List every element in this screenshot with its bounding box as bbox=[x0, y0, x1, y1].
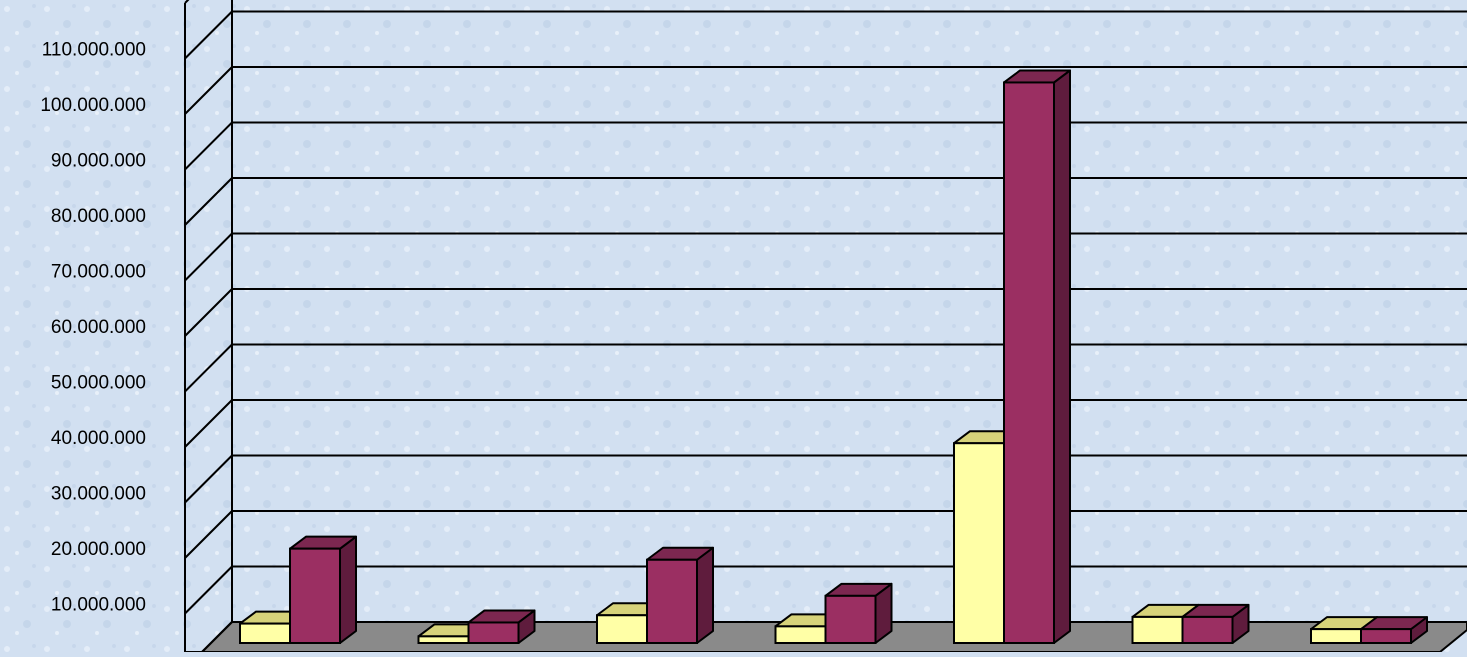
bar-series-2-category-5 bbox=[1003, 69, 1071, 644]
bar-side-face bbox=[1053, 69, 1071, 644]
gridlines bbox=[184, 0, 1467, 657]
bar-series-1-category-7 bbox=[1310, 616, 1378, 644]
y-tick-label: 40.000.000 bbox=[51, 428, 146, 449]
bar-series-2-category-7 bbox=[1360, 616, 1428, 644]
bar-front-face bbox=[774, 625, 827, 644]
side-wall-line bbox=[184, 66, 233, 115]
bar-series-2-category-3 bbox=[646, 546, 714, 644]
side-wall-line bbox=[184, 510, 233, 559]
side-wall-line bbox=[184, 288, 233, 337]
bar-front-face bbox=[646, 558, 698, 644]
bar-front-face bbox=[953, 442, 1005, 645]
side-wall-line bbox=[184, 177, 233, 226]
y-tick-label: 70.000.000 bbox=[51, 262, 146, 283]
side-wall-line bbox=[184, 10, 233, 60]
bar-side-face bbox=[339, 535, 357, 644]
y-tick-label: 60.000.000 bbox=[51, 317, 146, 338]
bar-front-face bbox=[824, 594, 877, 645]
y-tick-label: 110.000.000 bbox=[42, 40, 146, 61]
y-tick-label: 10.000.000 bbox=[51, 595, 146, 616]
bar-front-face bbox=[239, 622, 291, 645]
bar-front-face bbox=[1310, 628, 1362, 644]
bar-series-2-category-6 bbox=[1181, 603, 1250, 644]
bar-series-2-category-4 bbox=[824, 582, 893, 645]
bar-front-face bbox=[417, 635, 470, 645]
bar-front-face bbox=[289, 547, 341, 645]
y-tick-label: 50.000.000 bbox=[51, 373, 146, 394]
y-tick-label: 100.000.000 bbox=[40, 95, 146, 116]
y-tick-label: 90.000.000 bbox=[51, 151, 146, 172]
side-wall-line bbox=[184, 399, 233, 448]
side-wall-line bbox=[184, 565, 233, 615]
floor-edge bbox=[195, 621, 233, 657]
bar-front-face bbox=[596, 614, 648, 644]
y-tick-label: 20.000.000 bbox=[51, 539, 146, 560]
side-wall-line bbox=[184, 121, 233, 171]
side-wall-line bbox=[184, 343, 233, 393]
bar-side-face bbox=[696, 546, 714, 644]
bar-front-face bbox=[1003, 81, 1055, 644]
bar-series-2-category-2 bbox=[467, 609, 536, 645]
bar-front-face bbox=[1181, 615, 1234, 644]
side-wall-line bbox=[184, 454, 233, 504]
y-tick-label: 30.000.000 bbox=[51, 484, 146, 505]
bar-front-face bbox=[467, 621, 520, 645]
side-wall-line bbox=[184, 232, 233, 282]
bar-front-face bbox=[1360, 628, 1412, 644]
bar-series-2-category-1 bbox=[289, 535, 357, 645]
bars bbox=[239, 69, 1428, 645]
bar-front-face bbox=[1131, 615, 1184, 644]
y-tick-label: 80.000.000 bbox=[51, 206, 146, 227]
y-axis-tick-labels: 10.000.000 20.000.000 30.000.000 40.000.000… bbox=[40, 40, 146, 616]
